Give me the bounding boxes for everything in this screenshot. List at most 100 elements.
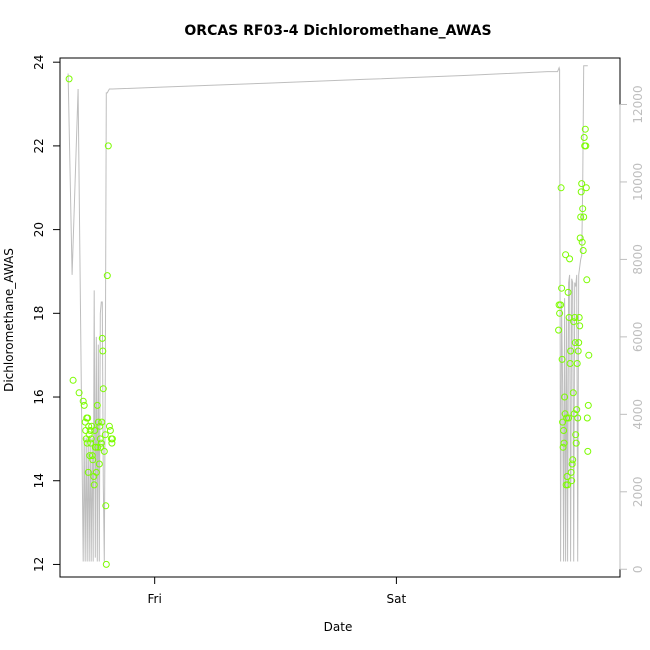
x-tick-label: Fri (148, 592, 162, 606)
data-point (575, 339, 583, 347)
data-point (102, 502, 110, 510)
data-point (568, 477, 576, 485)
data-point (567, 468, 575, 476)
data-point (93, 401, 101, 409)
data-point (563, 473, 571, 480)
data-point (572, 439, 580, 447)
y-tick-label: 16 (32, 389, 46, 404)
data-point (83, 439, 91, 447)
data-point (562, 251, 570, 259)
data-point (576, 322, 584, 330)
data-point (582, 184, 590, 192)
data-point (96, 435, 104, 443)
data-point (92, 468, 100, 476)
data-point (100, 447, 108, 455)
data-point (566, 255, 574, 263)
data-point (99, 385, 107, 393)
data-point (94, 443, 102, 451)
data-point (573, 406, 581, 414)
data-point (97, 439, 105, 447)
data-point (90, 481, 98, 489)
data-point (564, 288, 572, 296)
data-point (561, 410, 569, 418)
data-point (571, 339, 579, 347)
data-point (579, 205, 587, 213)
data-point (75, 389, 83, 397)
chart-title: ORCAS RF03-4 Dichloromethane_AWAS (184, 23, 491, 39)
data-point (578, 180, 586, 188)
data-point (84, 468, 92, 476)
data-point (577, 213, 585, 221)
data-point (555, 326, 563, 334)
data-point (577, 188, 585, 196)
data-point (87, 439, 95, 447)
data-point (102, 560, 110, 568)
plot-frame (59, 57, 621, 578)
data-point (569, 456, 577, 464)
data-point (101, 431, 109, 439)
data-point (108, 435, 116, 443)
data-point (87, 435, 95, 443)
data-point (85, 422, 93, 430)
data-point (108, 439, 116, 447)
y2-tick-label: 6000 (631, 322, 645, 353)
data-point (569, 389, 577, 397)
data-point (580, 213, 588, 221)
y-axis-label: Dichloromethane_AWAS (2, 248, 16, 392)
data-point (572, 431, 580, 439)
data-point (105, 422, 113, 430)
data-point (580, 134, 588, 141)
data-point (559, 418, 567, 426)
x-axis-label: Date (324, 620, 353, 634)
data-point (69, 376, 77, 384)
point-series-layer (65, 75, 593, 568)
y-tick-label: 18 (32, 306, 46, 321)
series-line (67, 65, 588, 562)
data-point (567, 347, 575, 355)
data-point (98, 334, 106, 342)
y-tick-label: 12 (32, 557, 46, 572)
data-point (560, 427, 568, 434)
y2-tick-label: 2000 (631, 477, 645, 508)
data-point (86, 427, 94, 434)
y2-tick-label: 10000 (631, 163, 645, 201)
y2-tick-label: 12000 (631, 85, 645, 123)
data-point (84, 414, 92, 422)
data-point (98, 418, 106, 426)
data-point (584, 447, 592, 455)
data-point (571, 314, 579, 321)
data-point (557, 301, 565, 309)
y2-tick-label: 0 (631, 565, 645, 573)
y-tick-label: 14 (32, 473, 46, 488)
line-series-layer (67, 65, 588, 562)
data-point (95, 460, 103, 468)
data-point (85, 431, 93, 439)
data-point (91, 427, 99, 434)
data-point (96, 422, 104, 430)
data-point (559, 443, 567, 451)
data-point (583, 414, 591, 422)
data-point (568, 460, 576, 468)
data-point (558, 284, 566, 292)
y-axis: 12 14 16 18 20 22 24 (32, 55, 60, 572)
x-tick-label: Sat (387, 592, 407, 606)
data-point (578, 238, 586, 246)
y2-tick-label: 4000 (631, 399, 645, 430)
data-point (574, 414, 582, 422)
data-point (79, 397, 87, 405)
data-point (582, 142, 590, 150)
data-point (575, 314, 583, 321)
data-point (92, 443, 100, 451)
data-point (99, 347, 107, 355)
data-point (556, 309, 564, 317)
data-point (106, 427, 114, 434)
y-tick-label: 22 (32, 138, 46, 153)
y2-tick-label: 8000 (631, 244, 645, 275)
data-point (558, 355, 566, 363)
data-point (65, 75, 73, 83)
data-point (574, 347, 582, 355)
data-point (97, 443, 105, 451)
data-point (566, 360, 574, 367)
x-axis: Fri Sat (148, 577, 407, 606)
